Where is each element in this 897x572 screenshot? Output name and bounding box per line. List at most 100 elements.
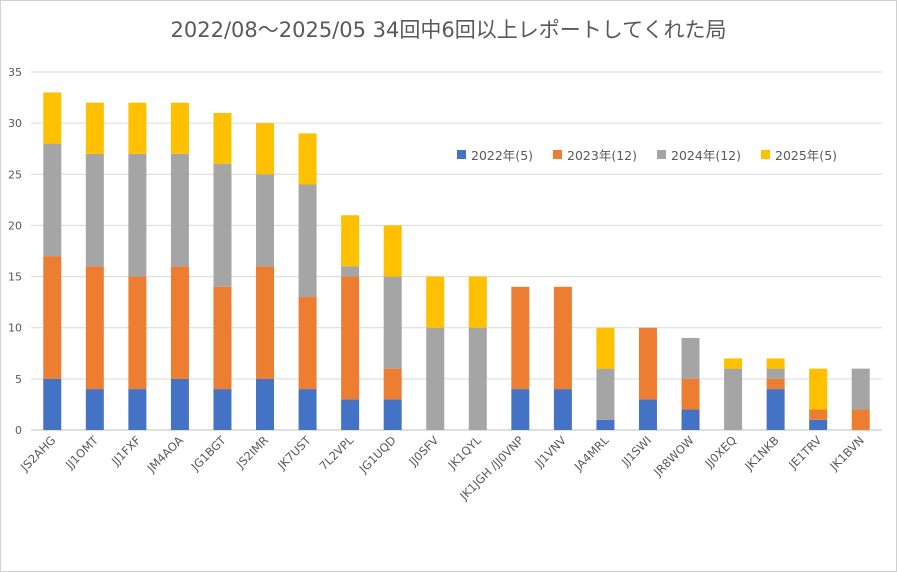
- bar-segment-series-3: [809, 368, 828, 410]
- bar-segment-series-2: [426, 327, 445, 430]
- bar-segment-series-3: [766, 358, 785, 369]
- bar-segment-series-0: [511, 389, 530, 430]
- x-tick-label: JJ1SWI: [618, 433, 654, 469]
- bar-segment-series-2: [681, 337, 700, 379]
- bar-segment-series-1: [511, 286, 530, 390]
- bar-segment-series-0: [85, 389, 104, 430]
- bar-segment-series-1: [213, 286, 232, 390]
- legend-item: 2023年(12): [553, 145, 637, 164]
- bar-segment-series-2: [766, 368, 785, 379]
- bar-segment-series-2: [468, 327, 487, 430]
- y-tick-label: 20: [8, 219, 22, 232]
- bar-segment-series-2: [383, 276, 402, 369]
- y-tick-label: 30: [8, 117, 22, 130]
- legend-item: 2025年(5): [761, 145, 837, 164]
- bar-segment-series-0: [383, 399, 402, 430]
- bar-segment-series-3: [724, 358, 743, 369]
- bar-segment-series-0: [681, 409, 700, 430]
- bar-segment-series-0: [256, 378, 275, 430]
- bar-segment-series-1: [256, 266, 275, 379]
- bar-segment-series-3: [256, 123, 275, 175]
- x-tick-label: JK1QYL: [444, 433, 484, 473]
- bar-segment-series-3: [341, 215, 360, 267]
- bar-segment-series-1: [383, 368, 402, 400]
- bar-segment-series-2: [341, 266, 360, 277]
- y-tick-label: 10: [8, 322, 22, 335]
- bar-segment-series-2: [213, 164, 232, 287]
- bar-segment-series-0: [341, 399, 360, 430]
- x-tick-label: JG1UQD: [356, 433, 399, 476]
- legend-swatch: [761, 150, 770, 159]
- bar-segment-series-3: [596, 327, 615, 369]
- x-tick-label: JJ0SFV: [405, 433, 441, 469]
- bar-segment-series-1: [851, 409, 870, 430]
- bar-segment-series-2: [170, 153, 189, 267]
- x-tick-label: JS2IMR: [233, 433, 271, 471]
- bar-segment-series-1: [766, 378, 785, 390]
- x-tick-label: JJ1OMT: [62, 433, 102, 473]
- legend-item: 2022年(5): [457, 145, 533, 164]
- bar-segment-series-0: [809, 419, 828, 430]
- bar-segment-series-3: [85, 102, 104, 154]
- x-tick-label: JS2AHG: [17, 433, 58, 474]
- bar-segment-series-3: [170, 102, 189, 154]
- legend-label: 2024年(12): [671, 148, 741, 163]
- legend-label: 2025年(5): [775, 148, 838, 163]
- bar-segment-series-2: [851, 368, 870, 410]
- x-tick-label: JK7UST: [274, 433, 314, 473]
- bar-segment-series-1: [128, 276, 147, 390]
- legend: 2022年(5) 2023年(12) 2024年(12) 2025年(5): [457, 145, 837, 164]
- bar-segment-series-0: [213, 389, 232, 430]
- x-tick-label: JA4MRL: [571, 433, 612, 474]
- bar-segment-series-2: [43, 143, 62, 257]
- bar-segment-series-3: [128, 102, 147, 154]
- x-tick-label: JG1BGT: [188, 433, 230, 475]
- bar-segment-series-1: [85, 266, 104, 390]
- y-tick-label: 25: [8, 168, 22, 181]
- bar-segment-series-1: [638, 327, 657, 400]
- bar-segment-series-3: [213, 112, 232, 165]
- legend-label: 2022年(5): [471, 148, 534, 163]
- x-tick-label: 7L2VPL: [316, 433, 356, 473]
- legend-swatch: [457, 150, 466, 159]
- bar-segment-series-0: [638, 399, 657, 430]
- chart-title: 2022/08～2025/05 34回中6回以上レポートしてくれた局: [170, 18, 727, 42]
- bar-segment-series-3: [383, 225, 402, 277]
- y-tick-label: 0: [15, 424, 22, 437]
- bar-segment-series-3: [426, 276, 445, 328]
- bar-segment-series-0: [596, 419, 615, 430]
- bar-segment-series-0: [298, 389, 317, 430]
- bar-segment-series-2: [256, 174, 275, 267]
- y-tick-label: 5: [15, 373, 22, 386]
- bar-segment-series-0: [43, 378, 62, 430]
- legend-swatch: [657, 150, 667, 159]
- bar-segment-series-0: [170, 378, 189, 430]
- bar-segment-series-2: [85, 153, 104, 267]
- x-tick-label: JE1TRV: [785, 433, 824, 472]
- bar-segment-series-2: [298, 184, 317, 298]
- legend-swatch: [553, 150, 563, 159]
- x-tick-label: JR8WOW: [650, 433, 696, 479]
- legend-label: 2023年(12): [567, 148, 638, 163]
- bar-segment-series-1: [170, 266, 189, 379]
- bar-segment-series-1: [298, 297, 317, 390]
- bar-segment-series-2: [596, 368, 615, 420]
- bar-segment-series-2: [128, 153, 147, 277]
- bar-segment-series-0: [553, 389, 572, 430]
- x-tick-label: JJ1FXF: [108, 433, 144, 469]
- x-tick-label: JK1BVN: [826, 433, 866, 473]
- bar-segment-series-3: [298, 133, 317, 185]
- bar-segment-series-1: [681, 378, 700, 410]
- bar-segment-series-2: [724, 368, 743, 430]
- bar-segment-series-1: [341, 276, 360, 400]
- x-tick-label: JM4AOA: [144, 433, 187, 476]
- y-tick-label: 15: [8, 271, 22, 284]
- x-tick-label: JJ0XEQ: [702, 433, 740, 471]
- bar-segment-series-1: [43, 256, 62, 379]
- bar-segment-series-1: [809, 409, 828, 420]
- bar-segment-series-3: [468, 276, 487, 328]
- bar-segment-series-0: [766, 389, 785, 430]
- bar-segment-series-1: [553, 286, 572, 390]
